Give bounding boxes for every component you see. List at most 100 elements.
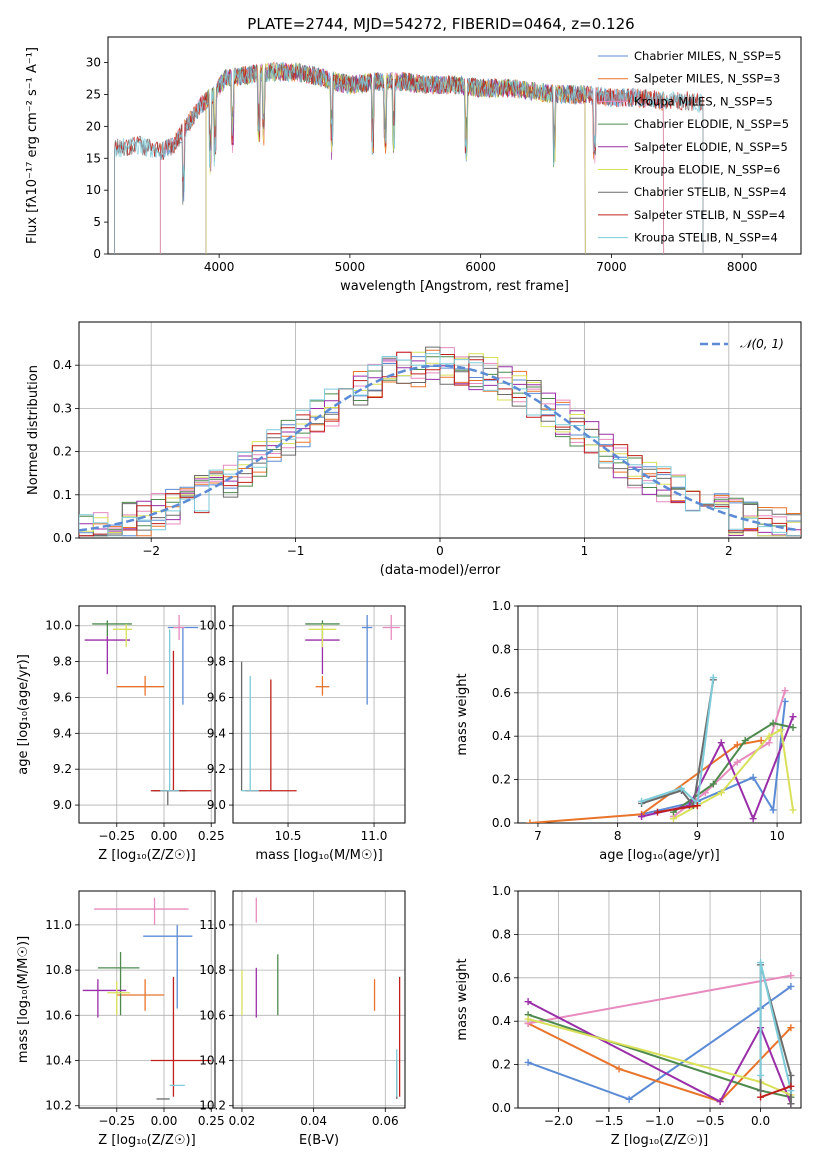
y-tick-label: 9.0 [53, 798, 72, 812]
x-tick-label: 4000 [204, 260, 235, 274]
weight-marker [787, 1082, 795, 1090]
weight-line [657, 804, 698, 814]
plot-area [114, 61, 704, 254]
x-tick-label: −0.25 [98, 829, 135, 843]
y-tick-label: 11.0 [199, 918, 226, 932]
x-tick-label: 0.00 [151, 829, 178, 843]
y-tick-label: 9.2 [53, 762, 72, 776]
x-tick-label: −2.0 [544, 1114, 573, 1128]
weight-line [759, 962, 792, 1091]
y-tick-label: 9.6 [53, 690, 72, 704]
axes-frame [517, 605, 802, 824]
x-tick-label: 7 [534, 829, 542, 843]
normal-curve [79, 364, 799, 532]
weight-marker [749, 773, 757, 781]
x-tick-label: 0.04 [300, 1114, 327, 1128]
legend-label: Kroupa ELODIE, N_SSP=6 [634, 163, 780, 177]
weight-marker [709, 674, 717, 682]
axes-frame [78, 890, 216, 1109]
weight-marker [524, 1058, 532, 1066]
x-axis-label: Z [log₁₀(Z/Z☉)] [98, 1133, 195, 1148]
y-tick-label: 0.1 [53, 488, 72, 502]
weight-marker [757, 959, 765, 967]
weight-line [527, 985, 792, 1101]
y-tick-label: 10.4 [45, 1054, 72, 1068]
weight-marker [638, 812, 646, 820]
residuals-panel: −2 −1 0 1 2 0.0 0.1 0.2 0.3 0.4 (data-model)/error… [26, 321, 802, 578]
x-tick-label: 10 [769, 829, 784, 843]
y-tick-label: 9.8 [53, 655, 72, 669]
y-tick-label: 0.6 [492, 686, 511, 700]
weight-marker [769, 719, 777, 727]
x-axis-label: (data-model)/error [380, 563, 501, 578]
y-tick-label: 10.0 [45, 619, 72, 633]
weight-marker [757, 1093, 765, 1101]
weight-marker [717, 739, 725, 747]
x-tick-label: 7000 [596, 260, 627, 274]
plot-area [240, 614, 400, 792]
y-tick-label: 10.2 [199, 1099, 226, 1113]
weight-line [641, 679, 715, 809]
y-axis-label: age [log₁₀(age/yr)] [16, 654, 31, 775]
weight-line [760, 1085, 792, 1099]
y-axis-label: mass [log₁₀(M/M☉)] [16, 936, 31, 1063]
y-axis-label: Flux [fλ10⁻¹⁷ erg cm⁻² s⁻¹ A⁻¹] [25, 47, 40, 244]
x-tick-label: 5000 [335, 260, 366, 274]
axes-frame [78, 321, 802, 539]
figure-title: PLATE=2744, MJD=54272, FIBERID=0464, z=0… [247, 15, 634, 33]
weight-line [529, 739, 762, 823]
weight-marker [749, 815, 757, 823]
spectrum-line [159, 62, 665, 254]
x-tick-label: 0.00 [151, 1114, 178, 1128]
weight-marker [524, 998, 532, 1006]
legend-label: Salpeter STELIB, N_SSP=4 [634, 208, 785, 222]
weight-marker [765, 732, 773, 740]
age-vs-mass-panel: 10.5 11.0 9.0 9.2 9.4 9.6 9.8 10.0 mass [log₁₀(M… [199, 605, 406, 863]
legend-label: Salpeter MILES, N_SSP=3 [634, 72, 780, 86]
weight-marker [757, 1087, 765, 1095]
x-tick-label: 0.02 [229, 1114, 256, 1128]
weight-marker [787, 982, 795, 990]
weight-marker [615, 1065, 623, 1073]
x-tick-label: −1.5 [594, 1114, 623, 1128]
weight-marker [677, 784, 685, 792]
plot-area [524, 959, 795, 1108]
weight-marker [733, 741, 741, 749]
x-tick-label: 0.25 [198, 829, 225, 843]
y-tick-label: 0.0 [492, 816, 511, 830]
y-tick-label: 0.0 [492, 1101, 511, 1115]
x-tick-label: −0.25 [98, 1114, 135, 1128]
x-tick-label: 8 [614, 829, 622, 843]
weight-marker [757, 1071, 765, 1079]
spectrum-panel: 4000 5000 6000 7000 8000 0 5 10 15 20 25 30 waveleng… [25, 36, 802, 294]
y-tick-label: 0.6 [492, 971, 511, 985]
weight-vs-metallicity-panel: −2.0 −1.5 −1.0 −0.5 0.0 0.0 0.2 0.4 0.6 0.8 1.0 Z [… [455, 884, 802, 1148]
weight-marker [787, 1100, 795, 1108]
weight-line [527, 1000, 792, 1105]
axes-frame [78, 605, 216, 824]
weight-marker [716, 1097, 724, 1105]
weight-line [527, 1022, 792, 1103]
y-tick-label: 10.4 [199, 1054, 226, 1068]
x-tick-label: 0.25 [198, 1114, 225, 1128]
y-tick-label: 10.6 [45, 1008, 72, 1022]
legend-label: Chabrier STELIB, N_SSP=4 [634, 185, 786, 199]
legend-label: 𝒩(0, 1) [740, 337, 784, 351]
weight-marker [693, 802, 701, 810]
y-tick-label: 10.8 [199, 963, 226, 977]
weight-marker [757, 737, 765, 745]
weight-marker [777, 726, 785, 734]
y-tick-label: 9.8 [207, 655, 226, 669]
x-axis-label: E(B-V) [299, 1133, 339, 1148]
y-tick-label: 9.2 [207, 762, 226, 776]
weight-marker [625, 1095, 633, 1103]
weight-marker [787, 1071, 795, 1079]
weight-marker [709, 780, 717, 788]
y-tick-label: 0.4 [53, 358, 72, 372]
histogram-series [79, 353, 801, 537]
legend-label: Kroupa MILES, N_SSP=5 [634, 94, 773, 108]
x-tick-label: −1.0 [645, 1114, 674, 1128]
weight-line [527, 974, 792, 1025]
spectrum-line [114, 62, 704, 254]
